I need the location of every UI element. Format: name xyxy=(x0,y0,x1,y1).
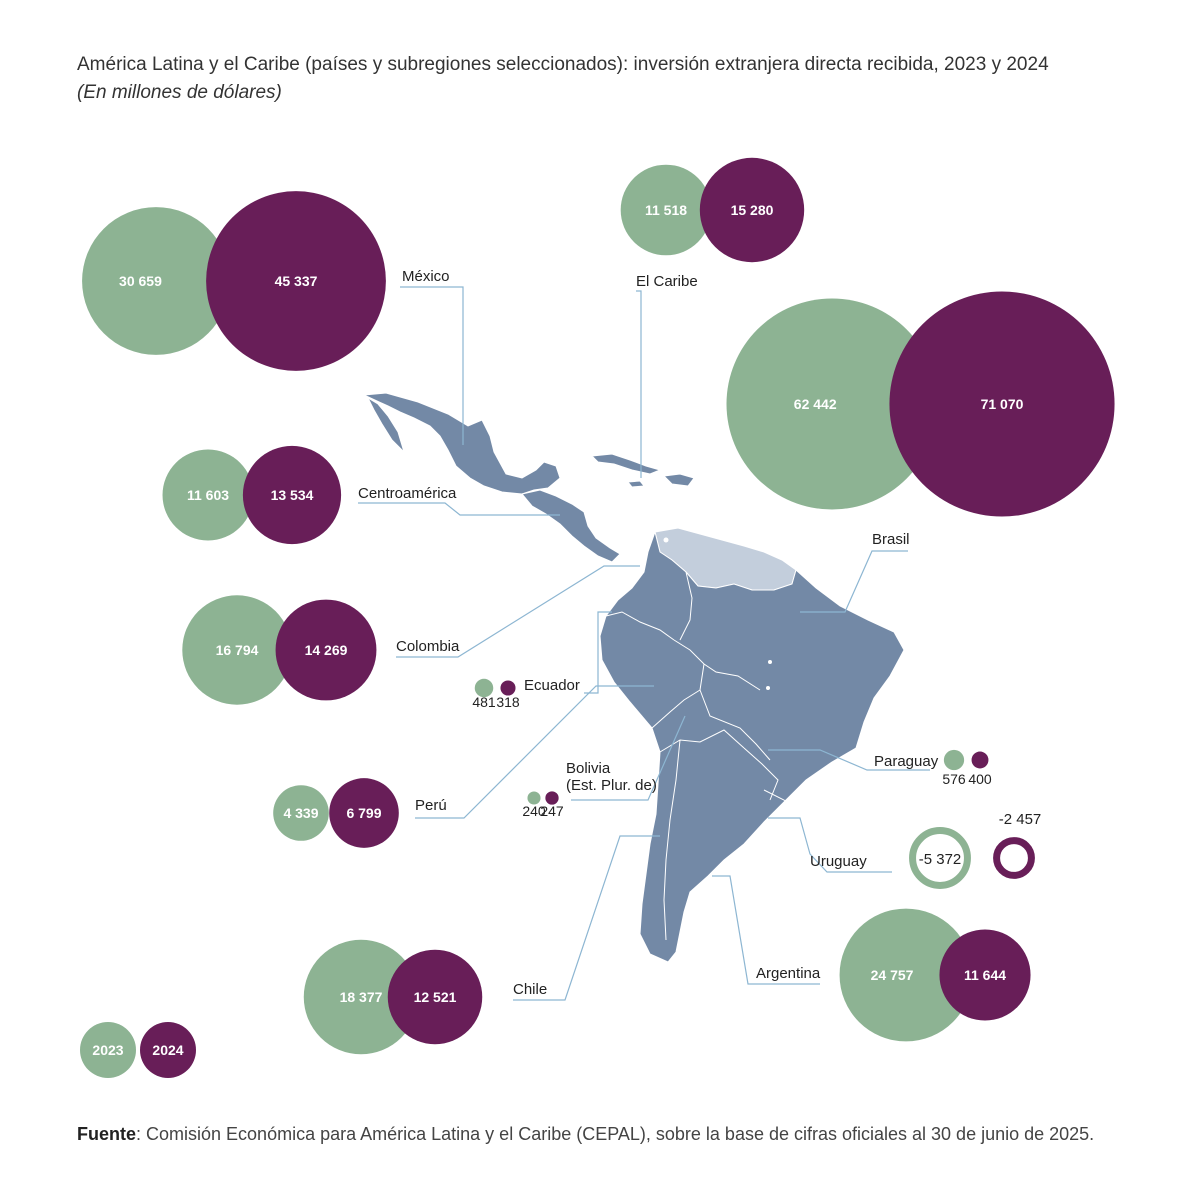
leader-line-bolivia xyxy=(571,715,686,801)
value-2024-centroamerica: 13 534 xyxy=(271,487,314,503)
map-cuba xyxy=(590,453,662,475)
value-2023-paraguay: 576 xyxy=(942,771,966,787)
value-2024-bolivia: 247 xyxy=(540,803,564,819)
legend-label-2024: 2024 xyxy=(152,1042,183,1058)
leader-line-uruguay xyxy=(768,817,892,873)
country-label-paraguay: Paraguay xyxy=(874,753,939,770)
legend: 2023 2024 xyxy=(80,1022,196,1078)
country-label-brasil: Brasil xyxy=(872,531,910,548)
leader-line-argentina xyxy=(712,875,820,985)
bubble-2023-colombia xyxy=(182,595,292,705)
legend-swatch-2024 xyxy=(140,1022,196,1078)
source-label: Fuente xyxy=(77,1124,137,1144)
country-label-peru: Perú xyxy=(415,797,447,814)
legend-label-2023: 2023 xyxy=(92,1042,123,1058)
map-south-america xyxy=(599,530,905,963)
bubble-2023-uruguay xyxy=(909,827,971,889)
bubble-2024-uruguay xyxy=(993,837,1035,879)
bubble-2024-brasil xyxy=(889,291,1115,517)
bubble-2024-peru xyxy=(329,778,399,848)
value-2023-ecuador: 481 xyxy=(472,694,496,710)
map-dot xyxy=(663,537,669,543)
country-label-argentina: Argentina xyxy=(756,965,821,982)
chart-subtitle: (En millones de dólares) xyxy=(77,82,282,103)
value-2023-caribe: 11 518 xyxy=(645,202,687,218)
country-label-uruguay: Uruguay xyxy=(810,853,867,870)
leader-line-centroamerica xyxy=(358,502,560,516)
bubble-2023-paraguay xyxy=(943,749,965,771)
value-2023-argentina: 24 757 xyxy=(871,967,914,983)
legend-swatch-2023 xyxy=(80,1022,136,1078)
bubble-2024-bolivia xyxy=(545,791,559,805)
latin-america-map xyxy=(362,392,905,963)
leader-line-caribe xyxy=(636,290,642,478)
leader-line-brasil xyxy=(800,550,908,613)
value-2024-peru: 6 799 xyxy=(346,805,381,821)
leader-lines xyxy=(358,286,930,1001)
map-baja-california xyxy=(366,396,405,453)
value-2023-centroamerica: 11 603 xyxy=(187,487,229,503)
bubble-2024-centroamerica xyxy=(242,445,342,545)
value-2023-mexico: 30 659 xyxy=(119,273,162,289)
value-2024-caribe: 15 280 xyxy=(731,202,774,218)
value-2023-brasil: 62 442 xyxy=(794,396,837,412)
bubble-2024-argentina xyxy=(939,929,1031,1021)
country-label-centroamerica: Centroamérica xyxy=(358,485,457,502)
bubble-2023-ecuador xyxy=(474,678,494,698)
value-2024-brasil: 71 070 xyxy=(981,396,1024,412)
source-text: : Comisión Económica para América Latina… xyxy=(136,1124,1095,1144)
map-hispaniola xyxy=(662,473,695,487)
country-label-mexico: México xyxy=(402,268,450,285)
map-borders xyxy=(605,571,801,941)
bubble-2023-brasil xyxy=(726,298,938,510)
value-2023-colombia: 16 794 xyxy=(216,642,259,658)
country-label-bolivia: (Est. Plur. de) xyxy=(566,777,657,794)
bubble-2023-chile xyxy=(303,939,419,1055)
country-label-caribe: El Caribe xyxy=(636,273,698,290)
leader-line-ecuador xyxy=(584,611,612,694)
country-label-chile: Chile xyxy=(513,981,547,998)
bubble-2024-caribe xyxy=(699,157,805,263)
bubble-2024-ecuador xyxy=(500,680,516,696)
source-note: Fuente: Comisión Económica para América … xyxy=(77,1124,1094,1145)
bubble-2023-centroamerica xyxy=(162,449,254,541)
value-2024-colombia: 14 269 xyxy=(305,642,348,658)
value-2023-uruguay: -5 372 xyxy=(919,851,962,868)
map-jamaica xyxy=(627,480,645,488)
value-2024-argentina: 11 644 xyxy=(964,967,1006,983)
bubble-2024-mexico xyxy=(206,191,386,371)
value-2024-mexico: 45 337 xyxy=(275,273,318,289)
chart-title: América Latina y el Caribe (países y sub… xyxy=(77,54,1049,75)
bubble-2023-bolivia xyxy=(527,791,541,805)
bubble-2024-chile xyxy=(387,949,483,1045)
value-2024-ecuador: 318 xyxy=(496,694,520,710)
map-central-america xyxy=(521,489,621,563)
bubble-2024-colombia xyxy=(275,599,377,701)
leader-line-paraguay xyxy=(768,749,930,771)
map-dot xyxy=(768,660,772,664)
bubble-2023-argentina xyxy=(839,908,973,1042)
bubble-2024-paraguay xyxy=(971,751,989,769)
bubbles: 30 659 45 337 México 11 518 15 280 El Caribe 6… xyxy=(82,157,1115,1055)
bubble-2023-caribe xyxy=(620,164,712,256)
value-2023-bolivia: 240 xyxy=(522,803,546,819)
value-2024-uruguay: -2 457 xyxy=(999,811,1042,828)
country-label-colombia: Colombia xyxy=(396,638,460,655)
value-2024-chile: 12 521 xyxy=(414,989,457,1005)
value-2023-peru: 4 339 xyxy=(283,805,318,821)
leader-line-mexico xyxy=(400,286,464,445)
bubble-2023-peru xyxy=(273,785,329,841)
leader-line-peru xyxy=(415,685,654,819)
value-2024-paraguay: 400 xyxy=(968,771,992,787)
map-dot xyxy=(766,686,770,690)
country-label-ecuador: Ecuador xyxy=(524,677,580,694)
leader-line-colombia xyxy=(396,565,640,658)
map-mexico xyxy=(362,392,561,495)
country-label-bolivia: Bolivia xyxy=(566,760,611,777)
leader-line-chile xyxy=(513,835,660,1001)
value-2023-chile: 18 377 xyxy=(340,989,383,1005)
bubble-2023-mexico xyxy=(82,207,230,355)
